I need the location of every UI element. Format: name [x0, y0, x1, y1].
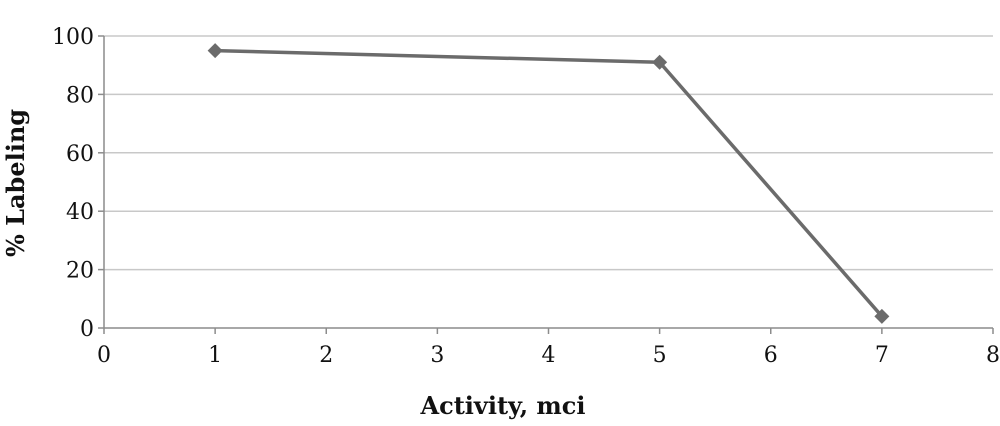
data-point-7 — [874, 308, 890, 324]
y-tick-label-40: 40 — [66, 200, 94, 225]
x-tick-label-1: 1 — [208, 343, 222, 368]
y-tick-label-100: 100 — [52, 25, 94, 50]
x-tick-label-0: 0 — [97, 343, 111, 368]
x-tick-label-8: 8 — [986, 343, 1000, 368]
y-axis-title: % Labeling — [1, 109, 30, 257]
series-line-0 — [215, 48, 884, 318]
data-point-1 — [207, 43, 223, 59]
y-tick-labels: 0 20 40 60 80 100 — [52, 25, 94, 342]
x-tick-label-7: 7 — [875, 343, 889, 368]
axes — [98, 35, 994, 334]
x-tick-label-3: 3 — [430, 343, 444, 368]
x-tick-label-5: 5 — [653, 343, 667, 368]
grid-lines — [104, 35, 993, 271]
x-tick-label-6: 6 — [764, 343, 778, 368]
x-axis-title: Activity, mci — [419, 391, 585, 420]
y-tick-label-20: 20 — [66, 259, 94, 284]
y-tick-label-60: 60 — [66, 142, 94, 167]
data-point-5 — [652, 54, 668, 70]
series-layer — [207, 43, 890, 324]
y-tick-label-0: 0 — [80, 317, 94, 342]
x-tick-label-2: 2 — [319, 343, 333, 368]
x-tick-label-4: 4 — [542, 343, 556, 368]
x-tick-labels: 0 1 2 3 4 5 6 7 8 — [97, 343, 1000, 368]
y-tick-label-80: 80 — [66, 83, 94, 108]
